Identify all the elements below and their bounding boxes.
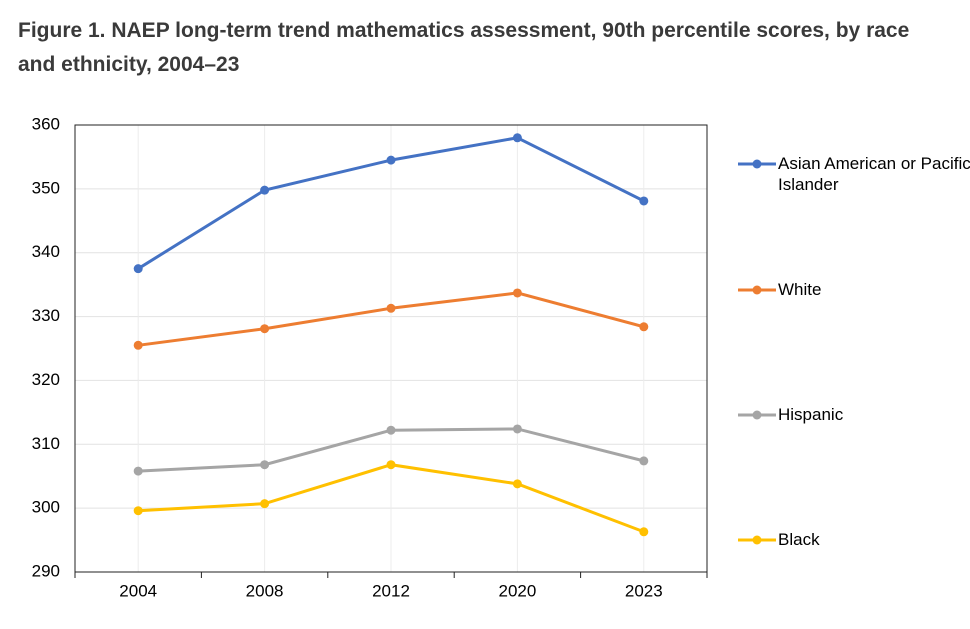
- x-tick-label: 2008: [246, 581, 284, 600]
- legend-label: Hispanic: [778, 405, 844, 424]
- data-point: [260, 460, 270, 470]
- legend-label: Black: [778, 530, 820, 549]
- data-point: [512, 479, 522, 489]
- legend-swatch: [738, 535, 776, 545]
- legend-swatch: [738, 410, 776, 420]
- data-point: [639, 527, 649, 537]
- data-point: [260, 185, 270, 195]
- y-tick-label: 300: [32, 498, 60, 517]
- data-point: [639, 322, 649, 332]
- legend-item: White: [738, 279, 970, 300]
- data-point: [639, 196, 649, 206]
- legend-marker: [752, 535, 762, 545]
- data-point: [386, 460, 396, 470]
- y-tick-label: 350: [32, 178, 60, 197]
- data-point: [260, 324, 270, 334]
- data-point: [512, 424, 522, 434]
- data-point: [639, 456, 649, 466]
- data-point: [512, 288, 522, 298]
- data-point: [386, 425, 396, 435]
- y-tick-label: 320: [32, 370, 60, 389]
- chart-title: Figure 1. NAEP long-term trend mathemati…: [18, 19, 910, 76]
- data-point: [133, 466, 143, 476]
- x-tick-label: 2020: [498, 581, 536, 600]
- data-point: [512, 133, 522, 143]
- legend-label: White: [778, 280, 822, 299]
- x-tick-label: 2004: [119, 581, 157, 600]
- y-tick-label: 290: [32, 561, 60, 580]
- data-point: [133, 264, 143, 274]
- data-point: [386, 155, 396, 165]
- y-tick-label: 310: [32, 434, 60, 453]
- legend-label: Asian American or Pacific Islander: [778, 154, 970, 194]
- legend-marker: [752, 410, 762, 420]
- legend-item: Hispanic: [738, 404, 970, 425]
- y-tick-label: 330: [32, 306, 60, 325]
- legend-item: Asian American or Pacific Islander: [738, 153, 970, 195]
- legend-swatch: [738, 285, 776, 295]
- data-point: [133, 506, 143, 516]
- y-tick-label: 360: [32, 114, 60, 133]
- plot-frame: [74, 124, 708, 573]
- legend-item: Black: [738, 529, 970, 550]
- data-point: [260, 499, 270, 509]
- x-tick-label: 2012: [372, 581, 410, 600]
- legend-marker: [752, 159, 762, 169]
- y-tick-label: 340: [32, 242, 60, 261]
- legend-swatch: [738, 159, 776, 169]
- x-tick-label: 2023: [625, 581, 663, 600]
- legend-marker: [752, 285, 762, 295]
- data-point: [133, 340, 143, 350]
- data-point: [386, 303, 396, 313]
